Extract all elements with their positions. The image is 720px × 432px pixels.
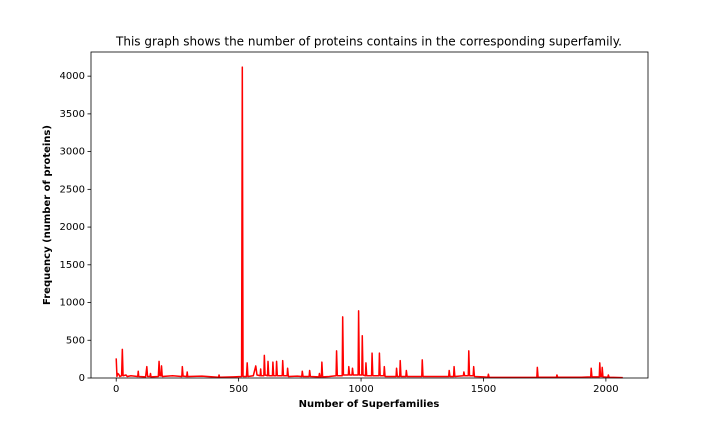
chart-title: This graph shows the number of proteins … [115, 35, 622, 49]
y-axis-label: Frequency (number of proteins) [42, 125, 53, 305]
x-axis-label: Number of Superfamilies [299, 399, 440, 410]
y-tick-label: 3000 [60, 147, 85, 158]
y-tick-label: 4000 [60, 71, 85, 82]
plot-frame [90, 51, 649, 379]
y-tick-label: 0 [79, 373, 85, 384]
y-tick-label: 1000 [60, 298, 85, 309]
x-tick-label: 1000 [348, 384, 373, 395]
x-tick-label: 2000 [593, 384, 618, 395]
y-tick-label: 1500 [60, 260, 85, 271]
x-tick-label: 500 [229, 384, 248, 395]
y-tick-label: 3500 [60, 109, 85, 120]
y-tick-label: 2500 [60, 184, 85, 195]
data-line [115, 66, 623, 379]
x-tick-label: 1500 [471, 384, 496, 395]
y-tick-label: 2000 [60, 222, 85, 233]
x-tick-label: 0 [113, 384, 119, 395]
y-tick-label: 500 [66, 335, 85, 346]
